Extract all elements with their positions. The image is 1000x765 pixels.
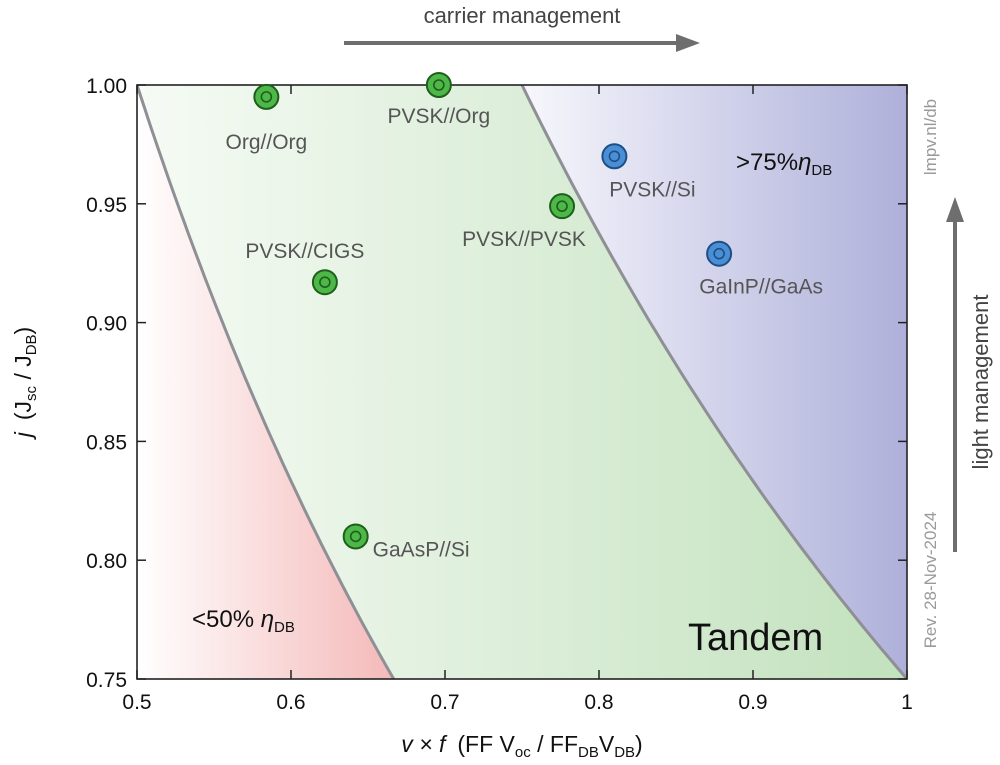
point-marker-inner [349, 530, 362, 543]
point-marker [311, 269, 338, 296]
carrier-management-label: carrier management [424, 3, 621, 28]
point-label: Org//Org [226, 131, 308, 154]
y-tick-label: 0.90 [86, 313, 127, 336]
x-tick-label: 0.6 [276, 691, 305, 714]
x-tick-label: 0.7 [430, 691, 459, 714]
y-tick-label: 0.80 [86, 550, 127, 573]
data-point: PVSK//PVSK [462, 193, 586, 251]
point-marker-inner [260, 91, 273, 103]
point-marker-inner [319, 276, 331, 289]
point-marker-inner [713, 247, 725, 260]
point-label: PVSK//PVSK [462, 228, 586, 251]
y-axis-title: j(Jsc / JDB) [10, 327, 40, 440]
iso-curve-50 [137, 85, 396, 679]
x-axis-title: v × f (FF Voc / FFDBVDB) [401, 731, 642, 761]
point-marker [706, 240, 733, 267]
y-tick-label: 0.95 [86, 194, 127, 217]
point-marker-inner [556, 200, 568, 212]
x-tick-label: 0.9 [738, 691, 767, 714]
region-50-to-75 [137, 85, 907, 679]
point-label: GaInP//GaAs [699, 276, 823, 299]
point-marker [425, 72, 452, 98]
data-points: Org//Org PVSK//Org PVSK//CIGS PVSK//PVSK GaA… [226, 72, 823, 561]
x-tick-label: 1 [901, 691, 913, 714]
point-marker-inner [608, 150, 621, 163]
y-tick-label: 0.75 [86, 669, 127, 692]
point-marker-inner [433, 79, 445, 91]
revision-date: Rev. 28-Nov-2024 [921, 512, 940, 649]
point-marker [549, 193, 576, 220]
y-tick-label: 1.00 [86, 75, 127, 98]
region-label-below-50: <50% ηDB [192, 606, 295, 636]
iso-efficiency-curves [137, 85, 907, 679]
x-tick-label: 0.5 [122, 691, 151, 714]
efficiency-regions [137, 85, 907, 679]
region-label-above-75: >75%ηDB [736, 149, 832, 179]
light-management-label: light management [968, 295, 993, 470]
point-marker [342, 523, 369, 550]
region-below-50 [137, 85, 394, 679]
region-above-75 [522, 85, 907, 679]
y-tick-label: 0.85 [86, 431, 127, 454]
data-point: GaInP//GaAs [699, 240, 823, 299]
data-point: GaAsP//Si [342, 523, 470, 561]
source-url: lmpv.nl/db [921, 99, 940, 175]
light-management-arrow [946, 197, 964, 552]
iso-curve-75 [520, 85, 907, 679]
data-point: PVSK//CIGS [245, 240, 364, 296]
point-marker [601, 143, 628, 170]
point-label: GaAsP//Si [373, 538, 470, 561]
point-marker [253, 83, 280, 110]
plot-frame [136, 84, 908, 680]
point-label: PVSK//CIGS [245, 240, 364, 263]
x-tick-label: 0.8 [584, 691, 613, 714]
point-label: PVSK//Si [609, 178, 695, 201]
carrier-management-arrow [344, 34, 700, 52]
axis-ticks: 0.5 0.6 0.7 0.8 0.9 1 0.75 0.80 0.85 0.90 0.95 1.00 [86, 75, 913, 714]
data-point: PVSK//Org [387, 72, 490, 128]
data-point: PVSK//Si [601, 143, 696, 201]
data-point: Org//Org [226, 83, 308, 154]
tandem-label: Tandem [688, 617, 823, 659]
point-label: PVSK//Org [387, 105, 490, 128]
